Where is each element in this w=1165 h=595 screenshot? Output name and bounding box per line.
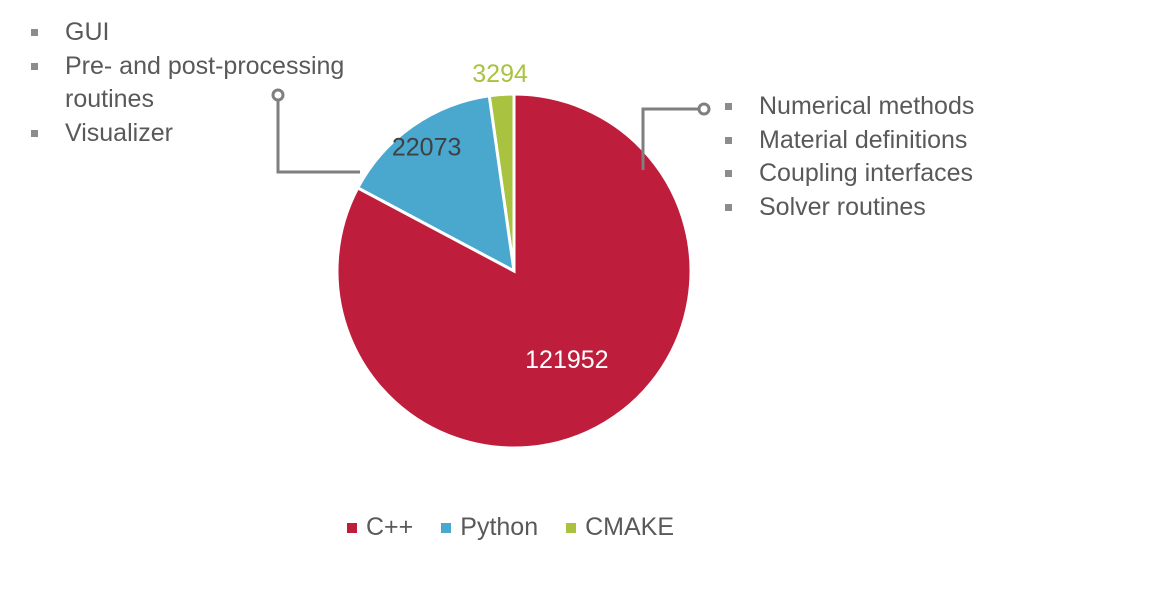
bullet-square-icon [31,62,38,70]
cpp-callout-line [641,107,702,170]
python-note-item: Pre- and post-processing routines [31,50,391,117]
cpp-notes-list: Numerical methods Material definitions C… [725,90,1085,224]
python-note-item: GUI [31,16,391,50]
legend-swatch-icon [347,522,357,533]
bullet-square-icon [725,136,732,144]
legend-item-cmake: CMAKE [566,513,674,542]
cpp-note-item: Numerical methods [725,90,1085,124]
legend-items: C++ Python CMAKE [347,513,702,542]
legend-label: C++ [366,513,414,541]
bullet-square-icon [725,203,732,211]
cpp-note-item: Solver routines [725,191,1085,225]
legend-swatch-icon [441,522,452,533]
bullet-square-icon [31,29,38,36]
pie-slice-python [355,94,516,274]
cpp-note-item: Material definitions [725,124,1085,158]
python-callout-end [271,88,285,102]
data-label-cmake: 3294 [472,60,528,88]
cpp-note-item: Coupling interfaces [725,157,1085,191]
python-note-item: Visualizer [31,117,391,151]
legend-label: CMAKE [585,513,675,541]
python-callout-line [276,96,360,174]
legend-swatch-icon [566,522,577,533]
pie-slice-c [335,92,693,450]
bullet-square-icon [31,129,38,137]
data-label-c: 121952 [525,346,608,374]
legend-label: Python [460,513,539,541]
data-labels: 3294 22073 121952 [392,60,609,374]
cpp-callout-end [697,102,711,116]
legend-item-c: C++ [347,513,413,542]
data-label-python: 22073 [392,133,462,161]
legend-item-python: Python [441,513,538,542]
bullet-square-icon [725,170,732,177]
bullet-square-icon [725,103,732,110]
python-notes-list: GUI Pre- and post-processing routines Vi… [31,16,391,150]
pie-slices [335,92,693,450]
